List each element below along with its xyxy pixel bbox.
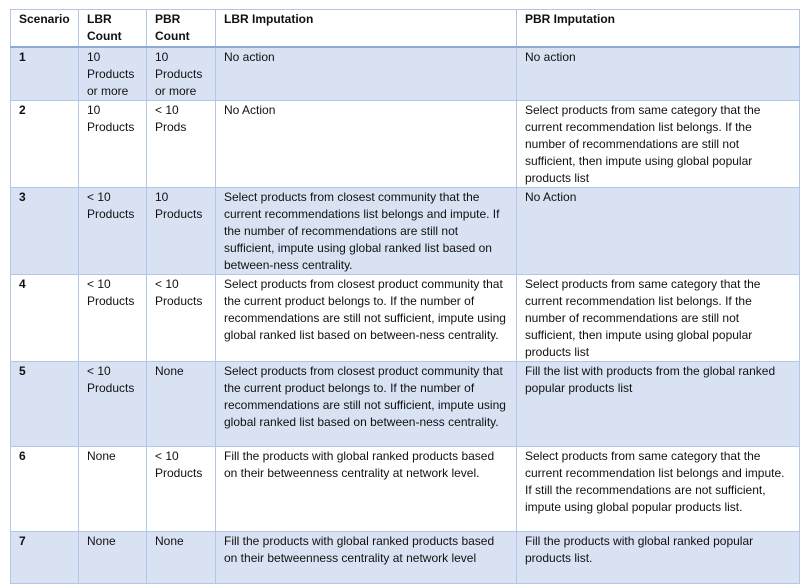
pbr-count-cell: < 10 Prods [146, 99, 216, 188]
scenario-cell: 4 [10, 273, 79, 362]
pbr-count-cell: None [146, 530, 216, 584]
scenario-cell: 5 [10, 360, 79, 447]
pbr-count-cell: < 10 Products [146, 273, 216, 362]
lbr-count-cell: None [78, 530, 147, 584]
scenario-cell: 1 [10, 46, 79, 101]
header-pbr-imputation: PBR Imputation [516, 9, 800, 48]
pbr-count-cell: None [146, 360, 216, 447]
pbr-imputation-cell: No action [516, 46, 800, 101]
table-row: 5 < 10 Products None Select products fro… [10, 360, 800, 447]
table-row: 3 < 10 Products 10 Products Select produ… [10, 186, 800, 275]
scenario-cell: 2 [10, 99, 79, 188]
pbr-imputation-cell: Fill the list with products from the glo… [516, 360, 800, 447]
lbr-imputation-cell: Fill the products with global ranked pro… [215, 445, 517, 532]
pbr-count-cell: 10 Products [146, 186, 216, 275]
table-row: 1 10 Products or more 10 Products or mor… [10, 46, 800, 101]
table-row: 6 None < 10 Products Fill the products w… [10, 445, 800, 532]
lbr-imputation-cell: No action [215, 46, 517, 101]
lbr-count-cell: 10 Products [78, 99, 147, 188]
pbr-imputation-cell: Select products from same category that … [516, 273, 800, 362]
lbr-count-cell: None [78, 445, 147, 532]
lbr-imputation-cell: No Action [215, 99, 517, 188]
lbr-count-cell: < 10 Products [78, 186, 147, 275]
pbr-imputation-cell: Fill the products with global ranked pop… [516, 530, 800, 584]
scenario-cell: 6 [10, 445, 79, 532]
scenario-cell: 7 [10, 530, 79, 584]
pbr-imputation-cell: Select products from same category that … [516, 99, 800, 188]
lbr-imputation-cell: Select products from closest product com… [215, 360, 517, 447]
lbr-count-cell: < 10 Products [78, 360, 147, 447]
header-row: Scenario LBR Count PBR Count LBR Imputat… [10, 9, 800, 48]
scenario-cell: 3 [10, 186, 79, 275]
lbr-imputation-cell: Select products from closest product com… [215, 273, 517, 362]
pbr-imputation-cell: No Action [516, 186, 800, 275]
header-lbr-count: LBR Count [78, 9, 147, 48]
header-scenario: Scenario [10, 9, 79, 48]
pbr-imputation-cell: Select products from same category that … [516, 445, 800, 532]
table-row: 7 None None Fill the products with globa… [10, 530, 800, 584]
lbr-imputation-cell: Fill the products with global ranked pro… [215, 530, 517, 584]
imputation-table-container: Scenario LBR Count PBR Count LBR Imputat… [10, 9, 800, 584]
header-pbr-count: PBR Count [146, 9, 216, 48]
lbr-count-cell: < 10 Products [78, 273, 147, 362]
lbr-count-cell: 10 Products or more [78, 46, 147, 101]
pbr-count-cell: 10 Products or more [146, 46, 216, 101]
imputation-scenarios-table: Scenario LBR Count PBR Count LBR Imputat… [10, 9, 800, 584]
table-row: 4 < 10 Products < 10 Products Select pro… [10, 273, 800, 362]
table-row: 2 10 Products < 10 Prods No Action Selec… [10, 99, 800, 188]
lbr-imputation-cell: Select products from closest community t… [215, 186, 517, 275]
header-lbr-imputation: LBR Imputation [215, 9, 517, 48]
pbr-count-cell: < 10 Products [146, 445, 216, 532]
